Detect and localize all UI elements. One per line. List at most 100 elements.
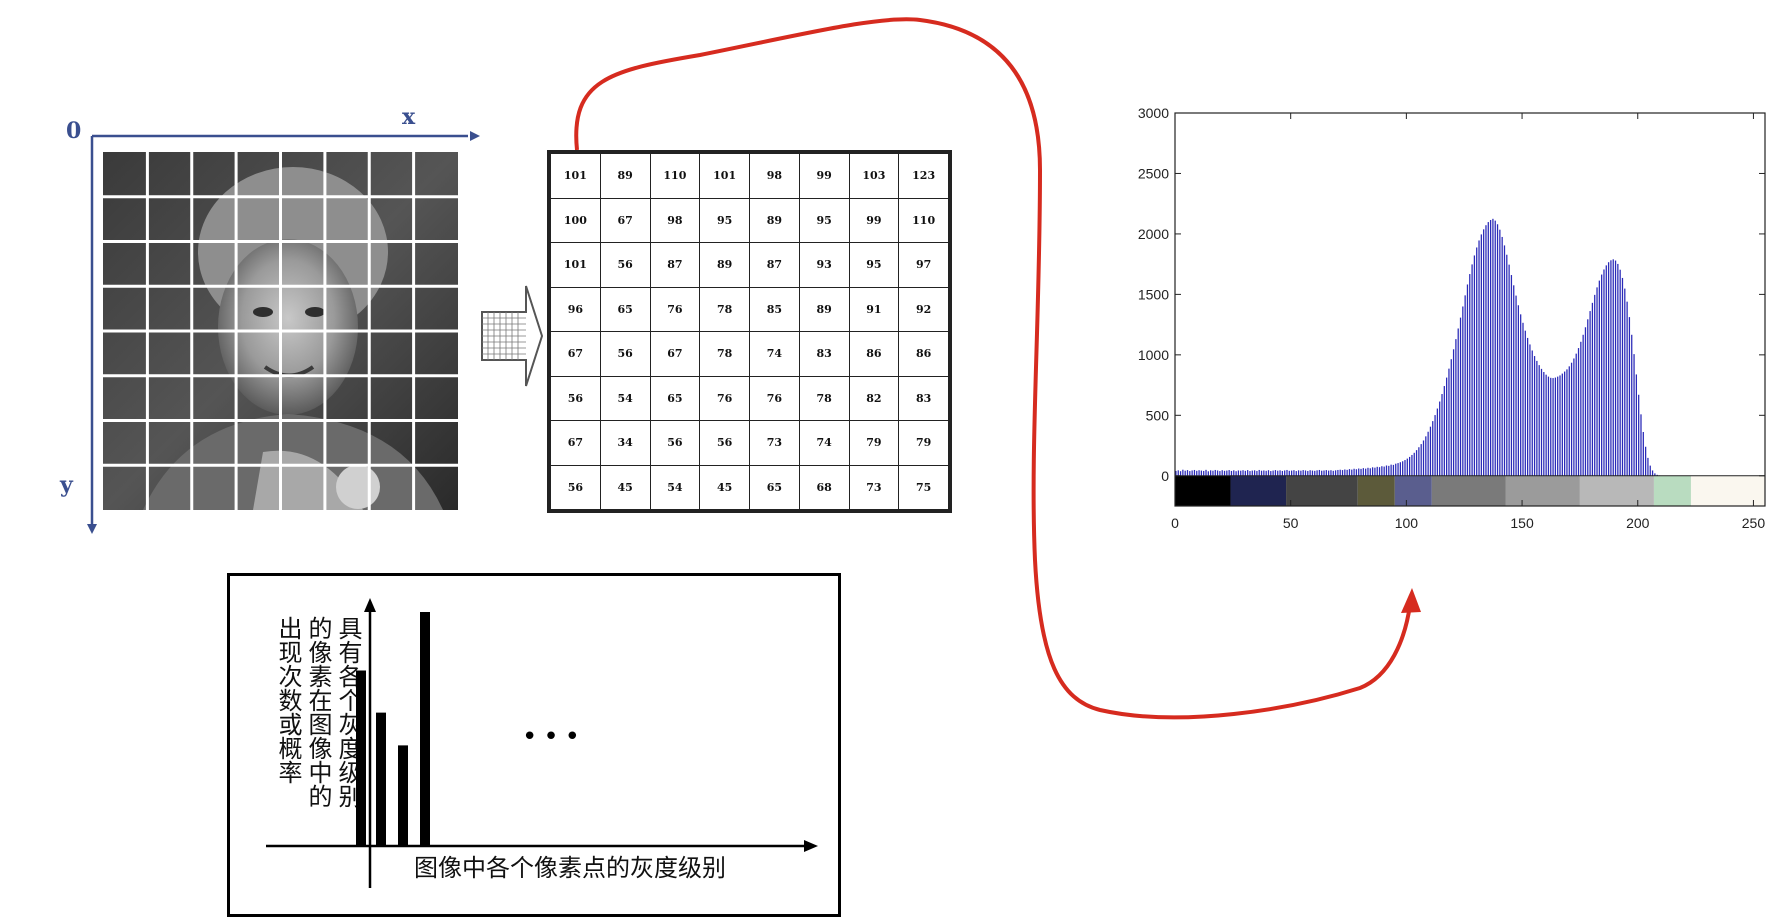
histogram-bar — [1249, 471, 1251, 476]
histogram-bar — [1427, 431, 1429, 476]
histogram-bar — [1270, 471, 1272, 476]
histogram-bar — [1277, 470, 1279, 476]
histogram-bar — [1566, 369, 1568, 476]
matrix-cell: 74 — [749, 331, 800, 377]
pixel-value-table: 101 89 110 101 98 99 103 123 100 67 98 95 89 95 99 110 1… — [550, 153, 949, 510]
matrix-cell: 79 — [898, 420, 949, 466]
concept-bar — [356, 670, 366, 846]
colorbar-segment — [1505, 475, 1580, 506]
matrix-cell: 56 — [699, 420, 750, 466]
histogram-bar — [1290, 470, 1293, 476]
histogram-bar — [1256, 470, 1258, 476]
histogram-bar — [1286, 469, 1288, 476]
matrix-row: 100 67 98 95 89 95 99 110 — [550, 197, 949, 243]
histogram-bar — [1186, 470, 1189, 476]
histogram-bar — [1374, 467, 1376, 476]
histogram-bar — [1418, 447, 1420, 476]
matrix-cell: 45 — [699, 464, 750, 510]
matrix-cell: 110 — [649, 153, 701, 199]
colorbar-segment — [1357, 475, 1395, 506]
matrix-cell: 98 — [649, 197, 701, 243]
histogram-bar — [1362, 468, 1364, 476]
matrix-cell: 101 — [699, 153, 750, 199]
colorbar-segment — [1431, 475, 1506, 506]
histogram-bar — [1559, 375, 1561, 476]
concept-axes — [266, 598, 818, 888]
histogram-bar — [1626, 301, 1628, 476]
histogram-bar — [1533, 356, 1536, 476]
matrix-cell: 76 — [649, 286, 701, 332]
histogram-bar — [1485, 225, 1487, 476]
histogram-bar — [1647, 457, 1649, 476]
histogram-bar — [1545, 374, 1547, 476]
histogram-bar — [1651, 470, 1654, 476]
image-axes — [87, 131, 480, 534]
histogram-bar — [1309, 470, 1311, 476]
histogram-bar — [1219, 471, 1221, 476]
colorbar-segment — [1286, 475, 1358, 506]
matrix-cell: 68 — [798, 464, 850, 510]
histogram-bar — [1272, 470, 1274, 476]
matrix-cell: 78 — [798, 375, 850, 421]
histogram-bar — [1492, 218, 1494, 476]
histogram-bar — [1321, 470, 1323, 476]
x-tick-label: 100 — [1395, 515, 1419, 531]
histogram-bar — [1557, 376, 1559, 476]
histogram-bar — [1260, 470, 1263, 476]
histogram-bar — [1529, 344, 1531, 476]
histogram-bar — [1635, 374, 1637, 476]
matrix-cell: 92 — [898, 286, 949, 332]
matrix-cell: 91 — [848, 286, 900, 332]
histogram-bar — [1395, 463, 1397, 476]
histogram-bar — [1244, 470, 1246, 476]
histogram-bar — [1334, 470, 1337, 476]
matrix-cell: 86 — [848, 331, 900, 377]
histogram-bar — [1300, 470, 1302, 476]
histogram-bar — [1554, 377, 1557, 476]
matrix-row: 67 56 67 78 74 83 86 86 — [550, 331, 949, 377]
histogram-bar — [1210, 470, 1212, 476]
histogram-bar — [1385, 465, 1388, 476]
matrix-cell: 89 — [749, 197, 800, 243]
histogram-bar — [1355, 469, 1358, 476]
matrix-cell: 67 — [649, 331, 701, 377]
matrix-cell: 101 — [550, 153, 601, 199]
histogram-bar — [1464, 295, 1466, 476]
histogram-bar — [1198, 470, 1200, 476]
matrix-cell: 54 — [649, 464, 701, 510]
matrix-cell: 87 — [749, 242, 800, 288]
histogram-bar — [1480, 234, 1482, 476]
histogram-bar — [1455, 339, 1457, 476]
histogram-bar — [1240, 470, 1242, 476]
histogram-bar — [1436, 408, 1439, 476]
histogram-bar — [1179, 471, 1182, 476]
histogram-bar — [1184, 470, 1186, 476]
histogram-bar — [1577, 348, 1580, 476]
histogram-bar — [1462, 306, 1464, 476]
histogram-bar — [1360, 468, 1362, 476]
histogram-bar — [1325, 470, 1327, 476]
histogram-bar — [1247, 470, 1249, 476]
colorbar-segment — [1230, 475, 1287, 506]
matrix-cell: 54 — [599, 375, 651, 421]
histogram-bar — [1612, 259, 1614, 476]
matrix-cell: 56 — [599, 242, 651, 288]
histogram-bar — [1351, 469, 1353, 476]
histogram-bar — [1205, 469, 1207, 476]
histogram-bar — [1295, 471, 1297, 476]
x-tick-label: 150 — [1510, 515, 1534, 531]
histogram-bar — [1517, 305, 1519, 476]
y-tick-label: 1000 — [1138, 347, 1169, 363]
matrix-cell: 65 — [599, 286, 651, 332]
histogram-concept-box: 具有各个灰度级别 的像素在图像中的 出现次数或概率 ••• 图像中各个像素点的灰… — [227, 573, 841, 917]
histogram-bar — [1228, 470, 1230, 476]
histogram-bar — [1274, 470, 1277, 476]
grid-y-axis-label: y — [60, 472, 73, 498]
histogram-bar — [1318, 469, 1321, 476]
histogram-bar — [1489, 220, 1492, 476]
matrix-cell: 89 — [699, 242, 750, 288]
concept-xlabel: 图像中各个像素点的灰度级别 — [414, 854, 726, 882]
histogram-bar — [1399, 462, 1401, 476]
histogram-bar — [1226, 470, 1228, 476]
